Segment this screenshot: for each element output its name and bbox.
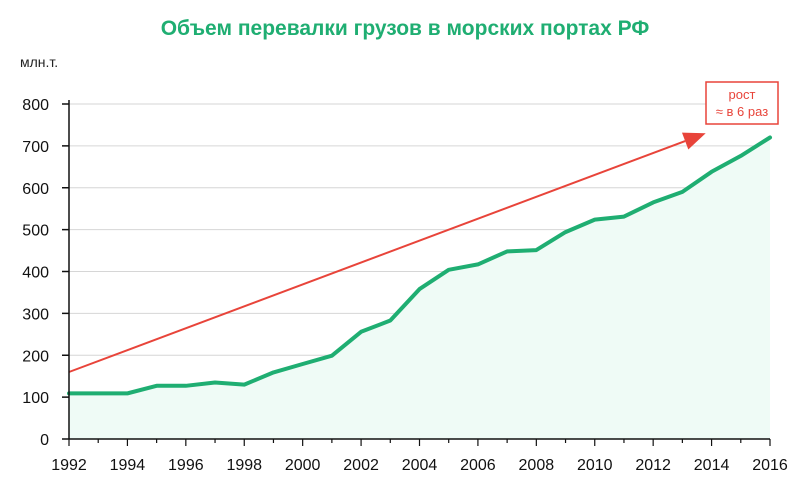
y-tick-label: 600	[22, 181, 49, 198]
series-line	[67, 135, 772, 396]
chart-title: Объем перевалки грузов в морских портах …	[161, 17, 650, 40]
y-tick-label: 800	[22, 97, 49, 114]
trend-line	[68, 140, 686, 373]
x-tick-label: 2010	[577, 457, 613, 474]
x-tick-label: 2004	[402, 457, 438, 474]
area-fill	[69, 137, 770, 439]
y-tick-label: 100	[22, 390, 49, 407]
axes	[62, 100, 771, 446]
x-tick-label: 2008	[519, 457, 555, 474]
y-tick-label: 300	[22, 306, 49, 323]
y-axis-unit-label: млн.т.	[20, 54, 58, 70]
x-tick-label: 1994	[110, 457, 146, 474]
x-tick-label: 2002	[343, 457, 379, 474]
y-tick-label: 200	[22, 348, 49, 365]
x-tick-label: 1996	[168, 457, 204, 474]
x-tick-label: 2006	[460, 457, 496, 474]
annotation-line-2: ≈ в 6 раз	[716, 104, 768, 119]
y-tick-labels: 0 100 200 300 400 500 600 700 800	[22, 97, 49, 449]
annotation-box	[705, 81, 779, 125]
x-tick-label: 1992	[51, 457, 87, 474]
x-tick-label: 2016	[752, 457, 788, 474]
x-tick-label: 2012	[635, 457, 671, 474]
y-tick-label: 0	[40, 432, 49, 449]
x-tick-label: 2000	[285, 457, 321, 474]
y-tick-label: 700	[22, 139, 49, 156]
trend-arrowhead	[682, 132, 706, 150]
annotation-line-1: рост	[729, 87, 756, 102]
x-tick-label: 1998	[226, 457, 262, 474]
x-tick-labels: 1992 1994 1996 1998 2000 2002 2004 2006 2008 2010…	[51, 457, 788, 474]
y-tick-label: 400	[22, 265, 49, 282]
x-tick-label: 2014	[694, 457, 730, 474]
growth-annotation: рост ≈ в 6 раз	[705, 81, 779, 125]
y-tick-label: 500	[22, 223, 49, 240]
